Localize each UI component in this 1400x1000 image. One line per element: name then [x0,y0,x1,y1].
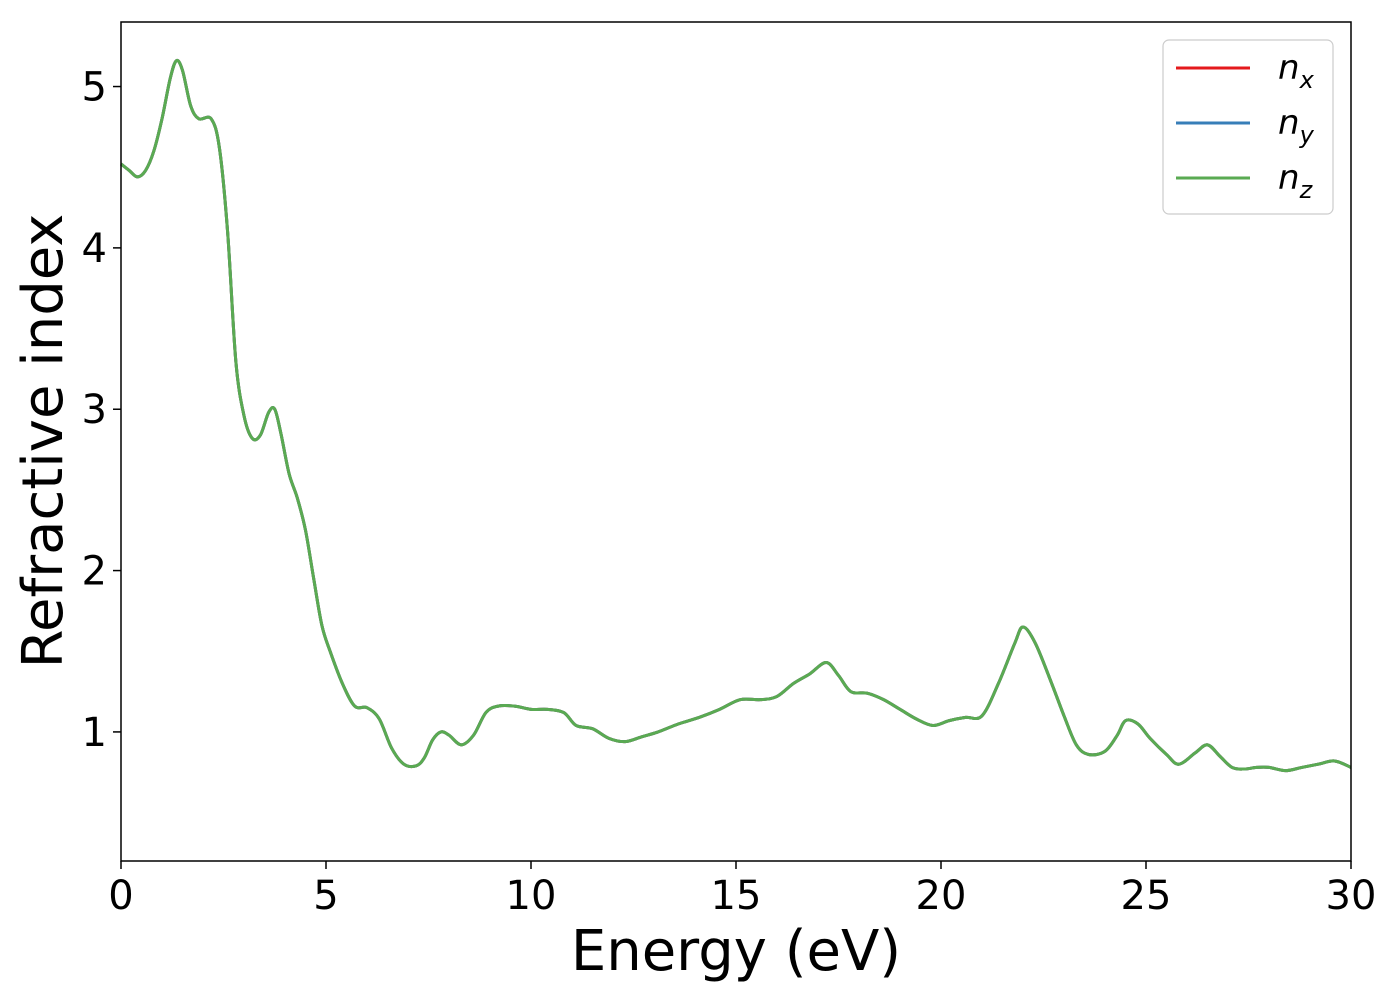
x-tick-label: 5 [313,873,338,919]
legend: nx ny nz [1162,39,1334,215]
x-axis-label: Energy (eV) [571,919,901,984]
x-tick-label: 25 [1121,873,1172,919]
y-axis-label: Refractive index [11,214,76,669]
legend-label-x: nx [1278,48,1315,94]
x-tick-label: 30 [1326,873,1377,919]
y-tick-label: 4 [82,226,107,272]
legend-label-y: ny [1278,103,1315,149]
y-axis-ticks: 1 2 3 4 5 [82,65,121,756]
y-tick-label: 2 [82,549,107,595]
legend-label-z: nz [1278,158,1314,204]
x-tick-label: 15 [711,873,762,919]
x-tick-label: 20 [916,873,967,919]
legend-box [1162,39,1334,215]
x-tick-label: 10 [506,873,557,919]
series-line-z [120,58,1352,773]
x-tick-label: 0 [108,873,133,919]
series-layer [120,58,1352,773]
y-tick-label: 1 [82,710,107,756]
y-tick-label: 5 [82,65,107,111]
y-tick-label: 3 [82,387,107,433]
x-axis-ticks: 0 5 10 15 20 25 30 [108,861,1376,919]
